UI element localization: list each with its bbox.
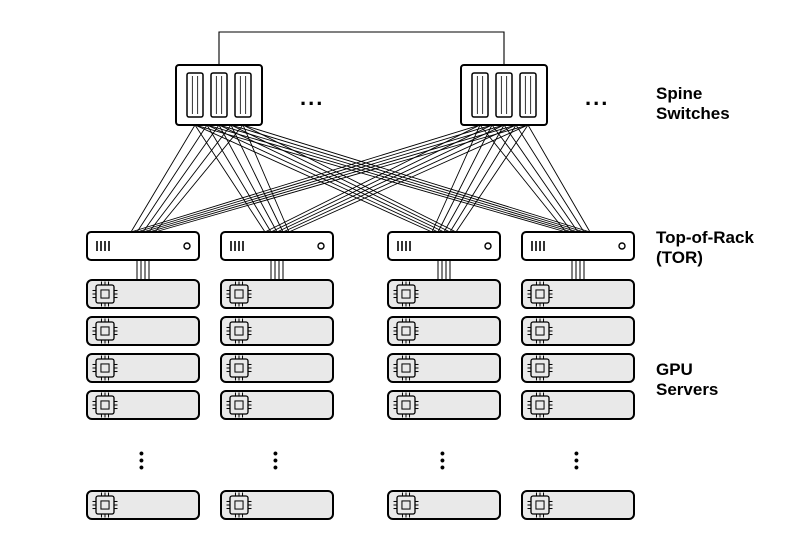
tor-label-line1: Top-of-Rack xyxy=(656,228,754,247)
gpu-server xyxy=(221,317,333,345)
spine-to-tor-wire xyxy=(219,125,277,232)
spine-to-tor-wire xyxy=(265,125,480,232)
spine-switch xyxy=(461,65,547,125)
spine-to-tor-wire xyxy=(283,125,516,232)
gpu-label-line1: GPU xyxy=(656,360,693,379)
gpu-server xyxy=(388,354,500,382)
server-column-ellipsis: ••• xyxy=(440,450,445,471)
gpu-server xyxy=(522,391,634,419)
gpu-server xyxy=(388,280,500,308)
gpu-server xyxy=(221,354,333,382)
tor-label: Top-of-Rack (TOR) xyxy=(656,228,754,269)
network-topology-diagram: { "type": "network-topology-diagram", "c… xyxy=(0,0,800,559)
gpu-server xyxy=(87,280,199,308)
gpu-server xyxy=(87,391,199,419)
spine-to-tor-wire xyxy=(131,125,195,232)
tor-switch xyxy=(388,232,500,260)
spine-to-tor-wire xyxy=(131,125,480,232)
spine-ellipsis-1: ... xyxy=(300,85,324,111)
spine-to-tor-wire xyxy=(438,125,492,232)
gpu-server xyxy=(388,491,500,519)
spine-to-tor-wire xyxy=(277,125,504,232)
gpu-server xyxy=(87,354,199,382)
spine-to-tor-wire xyxy=(149,125,516,232)
spine-to-tor-wire xyxy=(143,125,219,232)
gpu-server xyxy=(522,491,634,519)
tor-switch xyxy=(87,232,199,260)
gpu-server xyxy=(87,317,199,345)
gpu-server xyxy=(221,391,333,419)
gpu-server xyxy=(522,280,634,308)
server-column-ellipsis: ••• xyxy=(139,450,144,471)
gpu-server xyxy=(221,491,333,519)
tor-switch xyxy=(221,232,333,260)
server-column-ellipsis: ••• xyxy=(273,450,278,471)
tor-label-line2: (TOR) xyxy=(656,248,703,267)
spine-to-tor-wire xyxy=(155,125,528,232)
spine-to-tor-wire xyxy=(516,125,584,232)
gpu-label-line2: Servers xyxy=(656,380,718,399)
gpu-server xyxy=(87,491,199,519)
gpu-server xyxy=(221,280,333,308)
gpu-server xyxy=(388,317,500,345)
spine-switch xyxy=(176,65,262,125)
spine-ellipsis-2: ... xyxy=(585,85,609,111)
spine-label-line2: Switches xyxy=(656,104,730,123)
spine-label: Spine Switches xyxy=(656,84,730,125)
server-column-ellipsis: ••• xyxy=(574,450,579,471)
gpu-server xyxy=(522,317,634,345)
tor-switch xyxy=(522,232,634,260)
spine-to-tor-wire xyxy=(143,125,504,232)
gpu-server xyxy=(388,391,500,419)
spine-interconnect xyxy=(219,32,504,65)
gpu-label: GPU Servers xyxy=(656,360,718,401)
spine-label-line1: Spine xyxy=(656,84,702,103)
spine-to-tor-wire xyxy=(444,125,504,232)
gpu-server xyxy=(522,354,634,382)
spine-to-tor-wire xyxy=(504,125,578,232)
